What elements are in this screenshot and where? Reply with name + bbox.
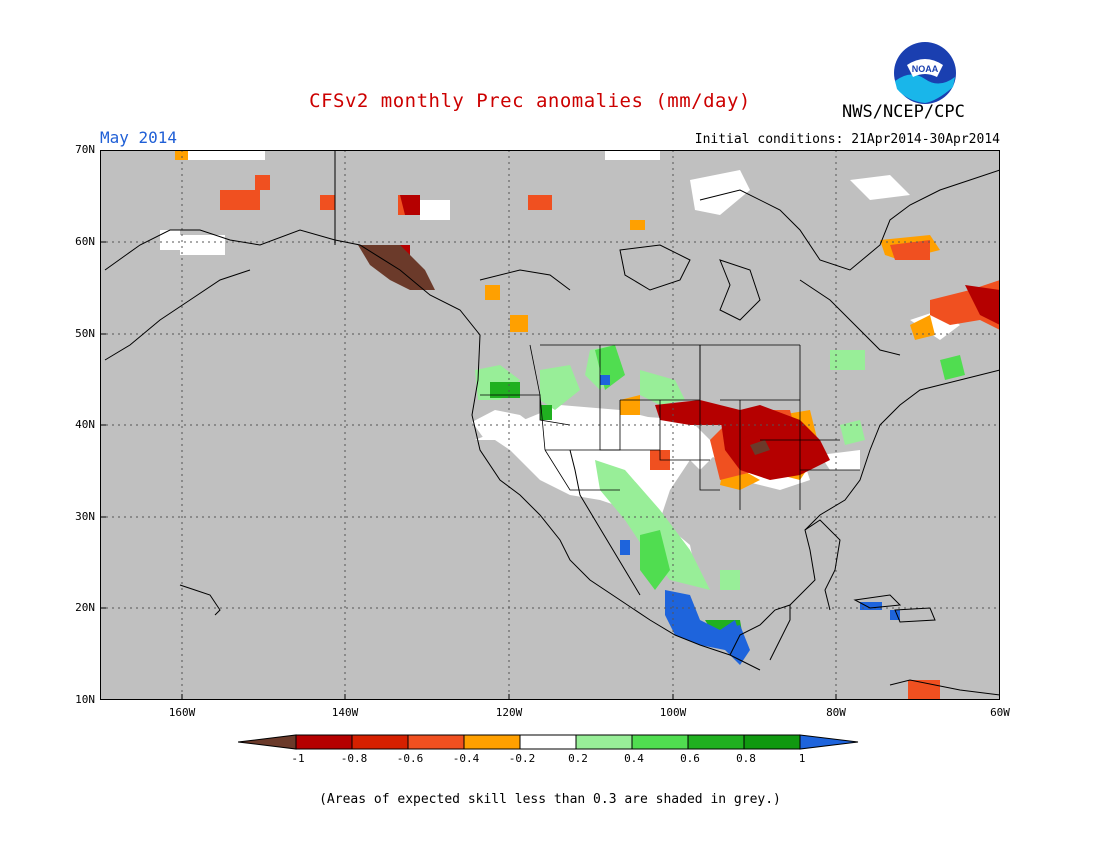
legend-swatches — [238, 734, 859, 750]
legend-swatch-6 — [575, 734, 633, 750]
legend-label-m08: -0.8 — [340, 752, 368, 765]
agency-label: NWS/NCEP/CPC — [842, 102, 965, 122]
lon-label-160w: 160W — [168, 706, 196, 719]
legend-label-p04: 0.4 — [624, 752, 644, 765]
lat-label-60n: 60N — [75, 235, 95, 248]
lat-label-50n: 50N — [75, 327, 95, 340]
forecast-month: May 2014 — [100, 128, 178, 147]
legend-label-p02: 0.2 — [568, 752, 588, 765]
legend-label-m06: -0.6 — [396, 752, 424, 765]
precip-anomaly-map — [100, 150, 1000, 700]
lat-label-10n: 10N — [75, 693, 95, 706]
legend-arrow-high — [799, 734, 859, 750]
strong-wet-anomaly-areas — [600, 375, 900, 665]
skill-footnote: (Areas of expected skill less than 0.3 a… — [319, 792, 781, 807]
legend-label-p06: 0.6 — [680, 752, 700, 765]
legend-label-p1: 1 — [798, 752, 806, 765]
legend-swatch-8 — [687, 734, 745, 750]
state-borders — [480, 344, 860, 510]
lon-label-100w: 100W — [659, 706, 687, 719]
legend-swatch-7 — [631, 734, 689, 750]
lon-label-120w: 120W — [495, 706, 523, 719]
lon-label-60w: 60W — [990, 706, 1010, 719]
lon-label-140w: 140W — [331, 706, 359, 719]
lat-label-70n: 70N — [75, 143, 95, 156]
initial-conditions: Initial conditions: 21Apr2014-30Apr2014 — [694, 132, 1000, 147]
lat-label-40n: 40N — [75, 418, 95, 431]
lat-label-30n: 30N — [75, 510, 95, 523]
coastlines — [104, 150, 1000, 696]
legend-swatch-9 — [743, 734, 801, 750]
legend-arrow-low — [238, 734, 297, 750]
lat-label-20n: 20N — [75, 601, 95, 614]
map-title: CFSv2 monthly Prec anomalies (mm/day) — [309, 90, 751, 112]
legend-swatch-3 — [407, 734, 465, 750]
logo-text: NOAA — [912, 64, 939, 74]
legend-swatch-5 — [519, 734, 577, 750]
legend-swatch-1 — [295, 734, 353, 750]
legend-label-m02: -0.2 — [508, 752, 536, 765]
legend-label-m1: -1 — [291, 752, 305, 765]
legend-swatch-2 — [351, 734, 409, 750]
legend-label-p08: 0.8 — [736, 752, 756, 765]
color-legend — [238, 734, 859, 750]
lon-label-80w: 80W — [826, 706, 846, 719]
legend-label-m04: -0.4 — [452, 752, 480, 765]
axis-ticks — [100, 150, 837, 700]
noaa-logo-icon: NOAA — [894, 42, 956, 104]
legend-swatch-4 — [463, 734, 521, 750]
